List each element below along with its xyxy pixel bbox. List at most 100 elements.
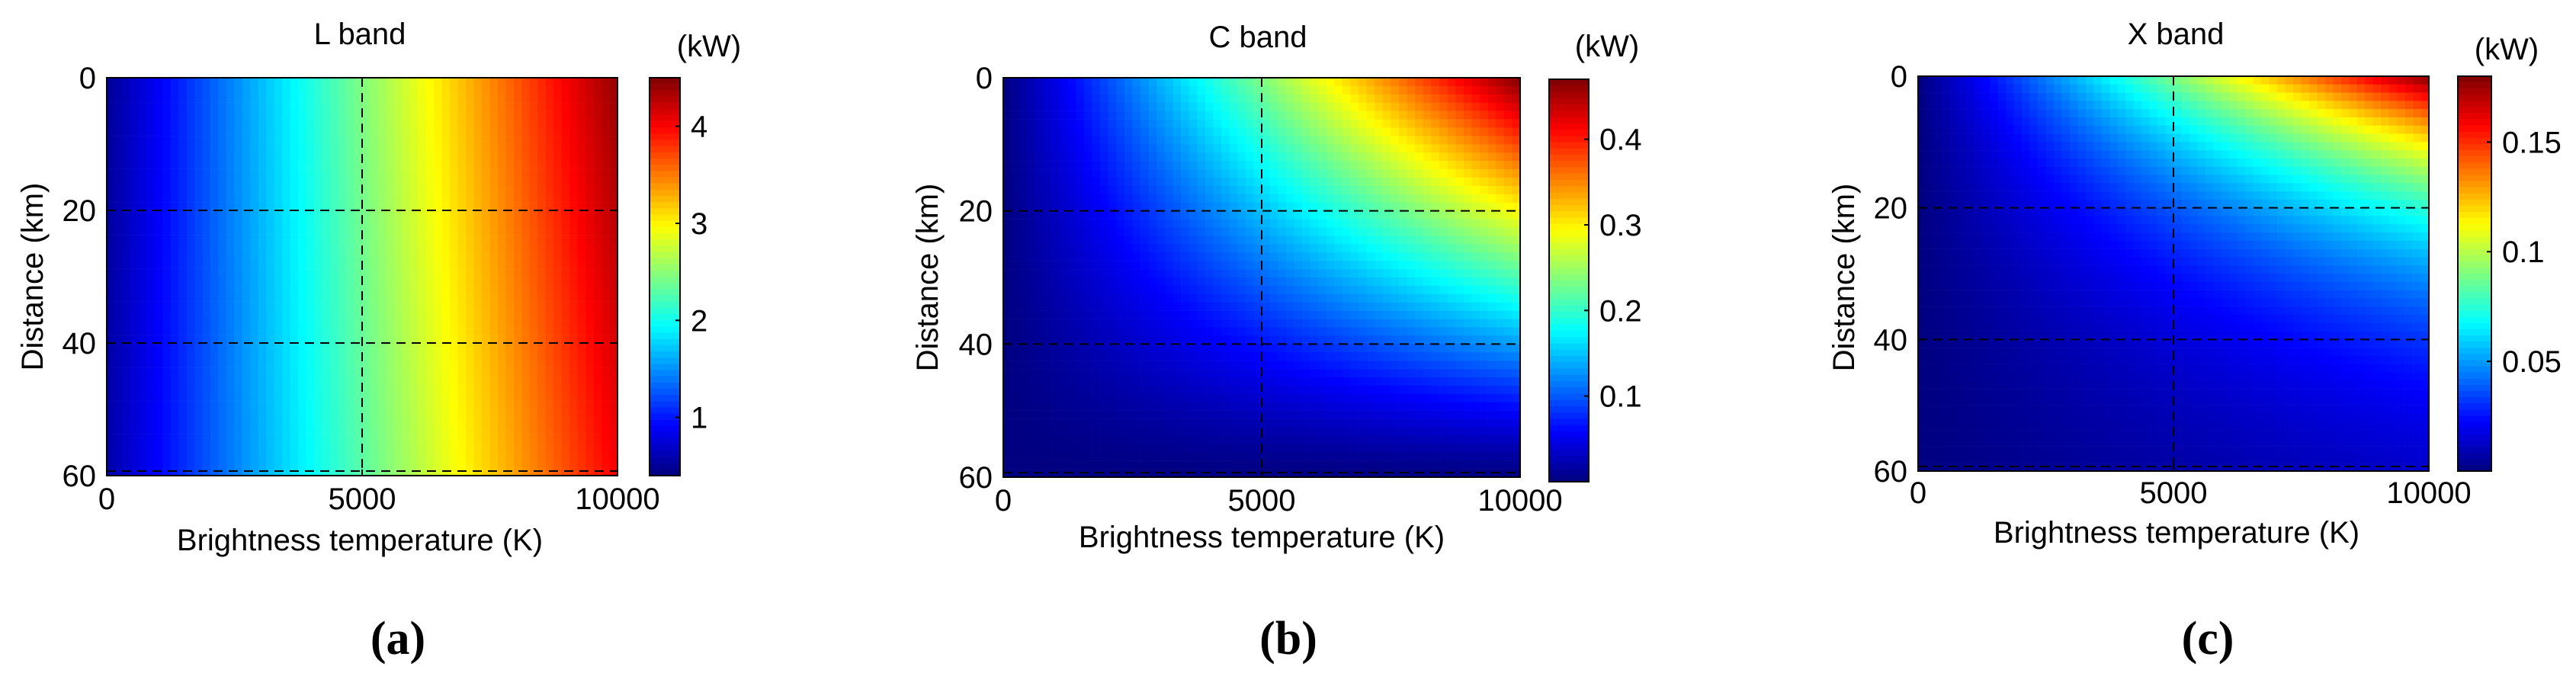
heatmap-cell (306, 136, 315, 144)
heatmap-cell (242, 136, 251, 144)
heatmap-cell (1044, 78, 1052, 86)
heatmap-cell (578, 335, 586, 343)
heatmap-cell (1028, 211, 1036, 220)
heatmap-cell (1488, 169, 1497, 178)
heatmap-cell (1213, 120, 1221, 128)
heatmap-cell (530, 161, 538, 169)
heatmap-cell (1237, 111, 1246, 120)
heatmap-cell (146, 260, 155, 268)
heatmap-cell (546, 268, 554, 277)
heatmap-cell (274, 194, 283, 202)
heatmap-cell (1464, 78, 1472, 86)
heatmap-cell (1343, 136, 1351, 144)
heatmap-cell (594, 127, 602, 136)
heatmap-cell (1068, 152, 1076, 161)
heatmap-cell (1359, 186, 1367, 194)
heatmap-cell (594, 202, 602, 210)
heatmap-cell (537, 78, 546, 86)
x-axis-label: Brightness temperature (K) (177, 524, 543, 557)
heatmap-cell (482, 86, 490, 95)
heatmap-cell (1367, 294, 1375, 303)
heatmap-cell (530, 136, 538, 144)
heatmap-cell (1343, 236, 1351, 244)
heatmap-cell (1375, 95, 1383, 103)
heatmap-cell (521, 459, 530, 467)
heatmap-cell (1455, 220, 1464, 228)
heatmap-cell (107, 219, 115, 227)
heatmap-cell (1003, 161, 1012, 169)
heatmap-cell (1181, 86, 1189, 95)
heatmap-cell (1084, 86, 1092, 95)
heatmap-cell (498, 244, 506, 252)
heatmap-cell (585, 426, 594, 434)
heatmap-cell (402, 335, 410, 343)
heatmap-cell (434, 236, 442, 244)
heatmap-cell (370, 450, 378, 459)
heatmap-cell (114, 268, 123, 277)
heatmap-cell (139, 78, 147, 86)
heatmap-cell (1156, 277, 1165, 286)
heatmap-cell (569, 144, 578, 152)
heatmap-cell (450, 326, 458, 335)
heatmap-cell (569, 260, 578, 268)
heatmap-cell (1504, 103, 1513, 111)
heatmap-cell (242, 161, 251, 169)
heatmap-cell (114, 368, 123, 377)
heatmap-cell (346, 244, 354, 252)
heatmap-cell (1496, 111, 1504, 120)
heatmap-cell (226, 268, 235, 277)
heatmap-cell (1471, 144, 1480, 152)
heatmap-cell (402, 169, 410, 178)
heatmap-cell (1302, 261, 1310, 269)
colorbar-segment (650, 202, 680, 208)
heatmap-cell (1068, 261, 1076, 269)
heatmap-cell (1439, 277, 1448, 286)
heatmap-cell (378, 302, 387, 310)
heatmap-cell (1035, 277, 1044, 286)
heatmap-cell (258, 144, 267, 152)
heatmap-cell (194, 293, 203, 302)
heatmap-cell (402, 111, 410, 119)
heatmap-cell (226, 335, 235, 343)
heatmap-cell (490, 335, 499, 343)
heatmap-cell (290, 384, 299, 393)
heatmap-cell (1359, 178, 1367, 186)
heatmap-cell (1246, 211, 1254, 220)
heatmap-cell (569, 418, 578, 426)
heatmap-cell (1035, 111, 1044, 120)
heatmap-cell (258, 409, 267, 418)
heatmap-cell (370, 178, 378, 186)
heatmap-cell (250, 202, 258, 210)
heatmap-cell (1197, 95, 1205, 103)
heatmap-cell (1448, 303, 1456, 311)
heatmap-cell (450, 161, 458, 169)
heatmap-cell (155, 119, 163, 127)
heatmap-cell (1156, 86, 1165, 95)
heatmap-cell (290, 161, 299, 169)
heatmap-cell (235, 111, 243, 119)
heatmap-cell (1343, 211, 1351, 220)
heatmap-cell (1092, 144, 1101, 152)
heatmap-cell (442, 326, 451, 335)
heatmap-cell (537, 152, 546, 161)
heatmap-cell (585, 127, 594, 136)
heatmap-cell (521, 260, 530, 268)
heatmap-cell (1294, 269, 1302, 277)
heatmap-cell (1012, 86, 1020, 95)
heatmap-cell (466, 152, 474, 161)
heatmap-cell (569, 368, 578, 377)
heatmap-cell (1221, 236, 1230, 244)
colorbar-segment (650, 239, 680, 245)
heatmap-cell (114, 178, 123, 186)
heatmap-cell (474, 169, 483, 178)
heatmap-cell (130, 285, 139, 293)
heatmap-cell (258, 318, 267, 326)
heatmap-cell (458, 434, 467, 443)
heatmap-cell (123, 227, 131, 236)
heatmap-cell (1359, 120, 1367, 128)
heatmap-cell (474, 127, 483, 136)
heatmap-cell (298, 443, 306, 451)
heatmap-cell (537, 277, 546, 285)
heatmap-cell (107, 161, 115, 169)
heatmap-cell (162, 450, 171, 459)
